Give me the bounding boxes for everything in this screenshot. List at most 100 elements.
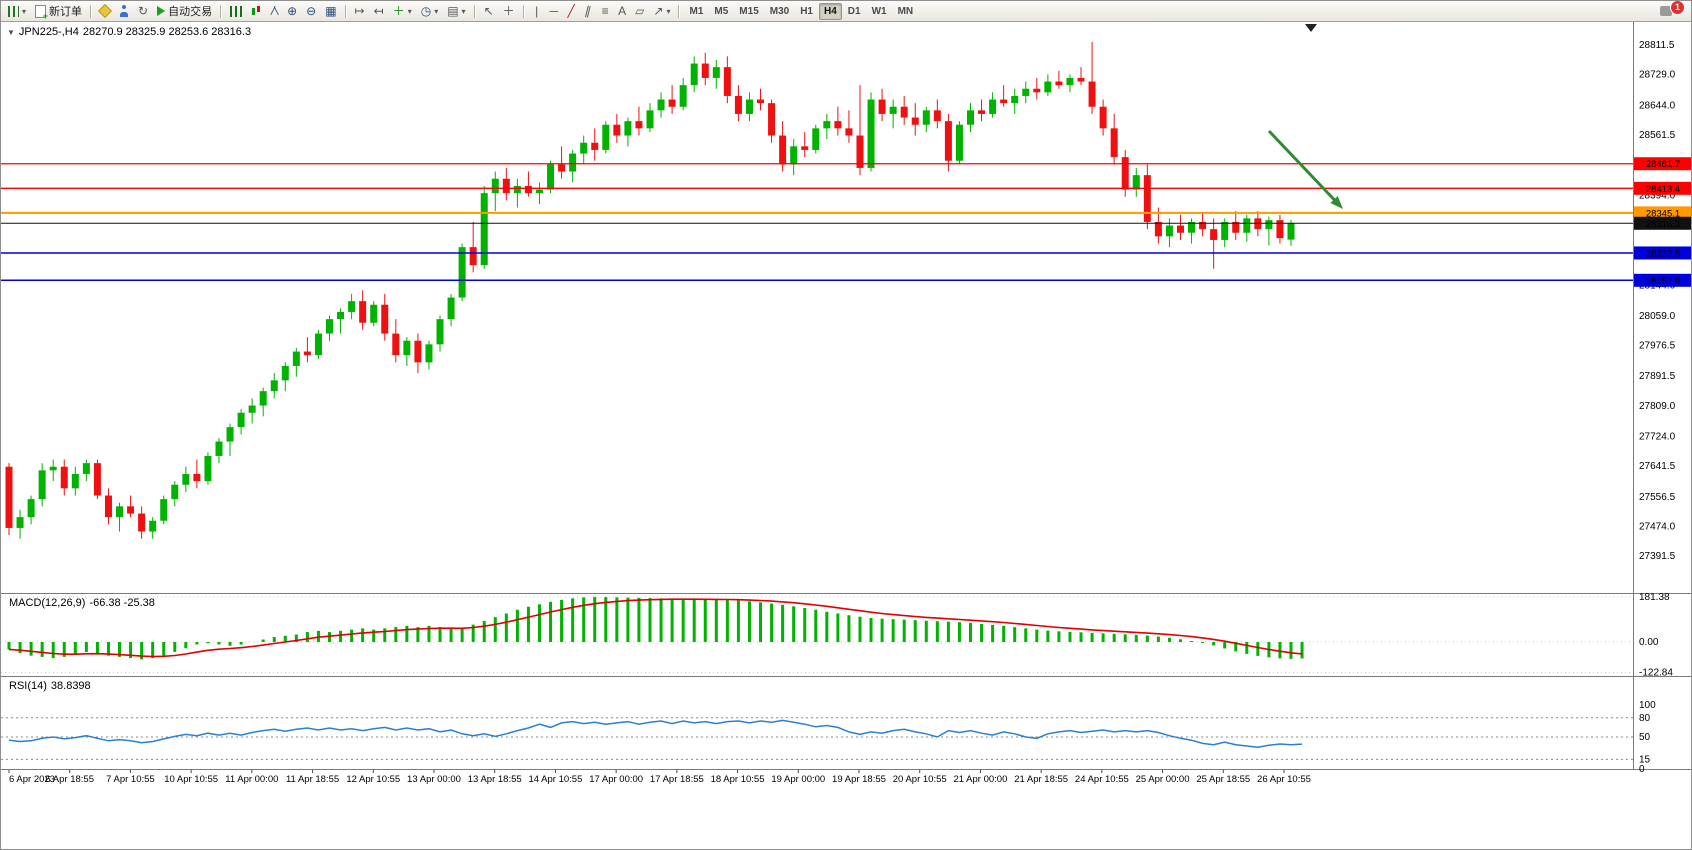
label-icon: ▱ (635, 4, 645, 18)
svg-text:19 Apr 00:00: 19 Apr 00:00 (771, 774, 825, 785)
svg-text:28481.7: 28481.7 (1646, 159, 1680, 170)
svg-text:0.00: 0.00 (1639, 637, 1659, 648)
svg-text:28811.5: 28811.5 (1639, 40, 1675, 51)
refresh-button[interactable]: ↻ (134, 3, 152, 20)
auto-trading-button[interactable]: 自动交易 (153, 3, 216, 20)
svg-text:0: 0 (1639, 764, 1645, 775)
new-order-button[interactable]: 新订单 (31, 3, 86, 21)
tf-button-w1[interactable]: W1 (867, 3, 892, 20)
tf-button-mn[interactable]: MN (893, 3, 919, 20)
alerts-button[interactable]: 1 (1660, 1, 1684, 19)
chart-shift-icon: ↤ (373, 4, 384, 18)
svg-text:17 Apr 18:55: 17 Apr 18:55 (650, 774, 704, 785)
fibonacci-button[interactable]: ≡ (597, 3, 613, 20)
auto-scroll-button[interactable]: ↦ (351, 3, 369, 20)
svg-text:10 Apr 10:55: 10 Apr 10:55 (164, 774, 218, 785)
svg-text:28157.9: 28157.9 (1646, 276, 1680, 287)
trendline-icon: ╱ (567, 4, 575, 18)
svg-text:27556.5: 27556.5 (1639, 492, 1676, 503)
svg-text:27809.0: 27809.0 (1639, 401, 1676, 412)
macd-panel[interactable]: 181.38 0.00 -122.84 (1, 592, 1673, 678)
arrows-tool-button[interactable]: ↗ ▾ (649, 3, 674, 20)
crosshair-icon: ＋ (502, 4, 515, 18)
trendline-button[interactable]: ╱ (563, 3, 579, 20)
macd-values: -66.38 -25.38 (89, 597, 155, 609)
panel-separators (1, 593, 1691, 770)
svg-text:80: 80 (1639, 713, 1651, 724)
tf-button-m30[interactable]: M30 (765, 3, 794, 20)
channel-button[interactable]: ∥ (580, 3, 596, 20)
new-chart-button[interactable]: ▾ (4, 3, 30, 20)
line-chart-mode-button[interactable]: ╱╲ (266, 3, 282, 20)
candlestick-mode-button[interactable] (247, 3, 265, 20)
svg-text:28644.0: 28644.0 (1639, 100, 1676, 111)
toolbar-separator (473, 4, 476, 18)
collapse-trade-panel-button[interactable]: ▼ (7, 28, 15, 37)
fibonacci-icon: ≡ (601, 4, 609, 18)
indicators-plus-icon: ＋ (392, 4, 405, 18)
macd-indicator-label: MACD(12,26,9) -66.38 -25.38 (9, 597, 155, 609)
line-chart-icon: ╱╲ (270, 8, 279, 15)
rsi-name: RSI(14) (9, 680, 47, 692)
horizontal-line-button[interactable]: ─ (546, 3, 563, 20)
vertical-line-button[interactable]: | (529, 3, 545, 20)
tf-button-m1[interactable]: M1 (684, 3, 708, 20)
label-tool-button[interactable]: ▱ (631, 3, 648, 20)
play-icon (157, 6, 166, 16)
tf-button-d1[interactable]: D1 (843, 3, 866, 20)
templates-button[interactable]: ▤ ▾ (443, 3, 469, 20)
svg-text:27724.0: 27724.0 (1639, 432, 1676, 443)
tile-windows-button[interactable]: ▦ (321, 3, 340, 20)
metaeditor-button[interactable] (96, 3, 114, 20)
candlesticks[interactable] (5, 41, 1295, 539)
refresh-icon: ↻ (138, 4, 149, 18)
svg-text:15: 15 (1639, 754, 1651, 765)
chevron-down-icon: ▾ (461, 6, 466, 16)
symbol-period-label: JPN225-,H4 (18, 26, 79, 38)
tf-button-h4[interactable]: H4 (819, 2, 842, 20)
rsi-panel[interactable]: 100 80 50 150 (1, 700, 1656, 775)
svg-text:21 Apr 18:55: 21 Apr 18:55 (1014, 774, 1068, 785)
scroll-position-marker[interactable] (1305, 24, 1317, 32)
tf-button-m15[interactable]: M15 (734, 3, 763, 20)
svg-text:27891.5: 27891.5 (1639, 371, 1676, 382)
chart-shift-button[interactable]: ↤ (370, 3, 388, 20)
svg-text:100: 100 (1639, 700, 1656, 711)
horizontal-line-icon: ─ (549, 4, 559, 18)
svg-text:-122.84: -122.84 (1639, 667, 1673, 678)
svg-text:181.38: 181.38 (1639, 592, 1670, 603)
notification-badge: 1 (1671, 1, 1684, 14)
toolbar-separator (344, 4, 347, 18)
zoom-out-icon: ⊖ (306, 4, 317, 18)
toolbar-separator (678, 4, 681, 18)
svg-text:19 Apr 18:55: 19 Apr 18:55 (832, 774, 886, 785)
zoom-out-button[interactable]: ⊖ (302, 3, 320, 20)
channel-icon: ∥ (583, 3, 593, 19)
indicators-button[interactable]: ＋ ▾ (389, 3, 416, 20)
cursor-button[interactable]: ↖ (480, 3, 498, 20)
svg-text:28729.0: 28729.0 (1639, 70, 1676, 81)
profile-icon (119, 5, 129, 17)
svg-text:11 Apr 18:55: 11 Apr 18:55 (286, 774, 339, 785)
svg-text:18 Apr 10:55: 18 Apr 10:55 (711, 774, 765, 785)
zoom-in-button[interactable]: ⊕ (283, 3, 301, 20)
svg-text:6 Apr 18:55: 6 Apr 18:55 (45, 774, 94, 785)
svg-text:50: 50 (1639, 732, 1651, 743)
rsi-value: 38.8398 (50, 680, 91, 692)
periods-button[interactable]: ◷ ▾ (417, 3, 443, 20)
horizontal-lines[interactable] (1, 163, 1633, 282)
svg-text:11 Apr 00:00: 11 Apr 00:00 (225, 774, 278, 785)
svg-text:28345.1: 28345.1 (1646, 208, 1680, 219)
crosshair-button[interactable]: ＋ (499, 3, 519, 20)
tf-button-m5[interactable]: M5 (709, 3, 733, 20)
svg-text:28561.5: 28561.5 (1639, 130, 1676, 141)
tf-button-h1[interactable]: H1 (795, 3, 818, 20)
text-tool-button[interactable]: A (614, 3, 630, 20)
annotations[interactable] (1267, 24, 1343, 209)
profiles-button[interactable] (115, 3, 133, 20)
toolbar-separator (522, 4, 525, 18)
bar-chart-mode-button[interactable] (226, 3, 246, 20)
